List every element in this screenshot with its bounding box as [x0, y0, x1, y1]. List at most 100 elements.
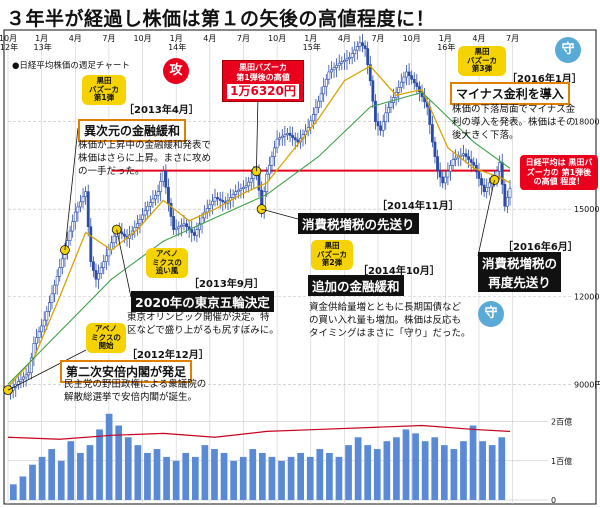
candle-body	[482, 184, 486, 192]
x-tick-label: 7月	[237, 34, 250, 43]
candle-body	[247, 181, 251, 187]
x-tick-year-label: 16年	[437, 42, 455, 52]
candle-body	[120, 231, 124, 235]
candle-body	[135, 223, 139, 228]
peak-callout-title: 黒田バズーカ 第1弾後の高値	[236, 63, 290, 82]
candle-body	[397, 86, 401, 93]
candle-body	[348, 57, 351, 60]
volume-bar	[326, 452, 333, 500]
candle-body	[205, 208, 209, 213]
volume-bars	[10, 413, 506, 500]
x-tick-label: 7月	[371, 34, 384, 43]
candle-body	[317, 100, 320, 109]
candle-body	[185, 223, 188, 227]
candle-body	[179, 224, 183, 227]
candle-body	[267, 165, 271, 175]
candle-body	[286, 132, 289, 136]
candle-body	[53, 284, 56, 295]
callout-leader	[261, 208, 299, 220]
candle-body	[71, 221, 75, 232]
candle-body	[37, 331, 41, 338]
volume-bar	[201, 445, 209, 500]
candle-body	[141, 214, 144, 220]
candle-body	[174, 227, 178, 230]
candle-body	[164, 170, 168, 188]
volume-bar	[364, 445, 372, 500]
candle-body	[381, 121, 385, 131]
candle-body	[270, 156, 274, 166]
y-tick-label: 12000円	[574, 293, 600, 302]
candle-body	[242, 186, 245, 190]
volume-bar	[354, 437, 362, 500]
x-tick-label: 10月	[268, 34, 286, 43]
candle-body	[148, 202, 152, 207]
candle-body	[27, 372, 31, 376]
candle-body	[50, 293, 54, 303]
volume-bar	[488, 445, 496, 500]
volume-bar	[77, 452, 84, 500]
event-6-note: 株価の下落局面でマイナス金 利の導入を発表。株価はその 後大きく下落。	[452, 104, 576, 141]
volume-bar	[306, 456, 314, 500]
x-tick-year-label: 12年	[0, 42, 18, 52]
candle-body	[459, 154, 463, 157]
callout-leader	[477, 179, 495, 257]
event-5-note: 資金供給量増とともに長期国債など の買い入れ量も増加。株価は反応も タイミングは…	[309, 302, 471, 339]
volume-bar	[96, 429, 103, 500]
volume-bar	[498, 437, 506, 500]
candle-body	[236, 189, 240, 192]
candle-body	[216, 197, 219, 200]
candle-body	[84, 191, 88, 198]
candle-body	[29, 357, 33, 373]
candle-body	[68, 230, 72, 241]
volume-bar	[115, 425, 123, 500]
event-7-title: 消費税増税の 再度先送り	[478, 252, 562, 292]
candle-body	[366, 48, 370, 65]
volume-bar	[182, 452, 190, 500]
volume-bar	[460, 441, 467, 500]
volume-tick-label: 1百億	[551, 456, 572, 466]
volume-bar	[316, 449, 324, 500]
event-1-date: ［2012年12月］	[127, 350, 209, 361]
moving-average-line	[7, 65, 511, 388]
candle-body	[462, 153, 465, 156]
x-tick-label: 1月	[170, 34, 183, 43]
candle-body	[112, 235, 116, 244]
volume-bar	[67, 441, 75, 500]
candle-body	[389, 102, 393, 109]
candle-body	[48, 302, 51, 312]
candle-body	[469, 159, 473, 163]
candle-body	[156, 191, 160, 196]
x-tick-label: 4月	[472, 34, 485, 43]
x-tick-year-label: 14年	[168, 42, 186, 52]
peak-callout-value: 1万6320円	[227, 84, 299, 99]
candle-body	[451, 159, 455, 166]
price-series	[3, 34, 512, 440]
candle-body	[337, 62, 341, 66]
candle-body	[182, 223, 186, 226]
candle-body	[441, 176, 445, 184]
candle-body	[177, 226, 181, 229]
volume-tick-label: 0	[551, 496, 556, 505]
volume-bar	[191, 456, 199, 500]
volume-bar	[29, 464, 36, 500]
candle-body	[438, 170, 442, 178]
candle-body	[283, 134, 287, 137]
event-1-note: 民主党の野田政権による衆議院の 解散総選挙で安倍内閣が誕生。	[64, 379, 207, 403]
candle-body	[355, 46, 359, 51]
candle-body	[487, 182, 491, 188]
candle-body	[154, 194, 157, 200]
chart-legend: ●日経平均株価の週足チャート	[12, 61, 130, 71]
candle-body	[19, 378, 23, 382]
candle-body	[16, 381, 20, 385]
candle-body	[358, 42, 362, 47]
candle-body	[55, 276, 59, 286]
candle-body	[376, 121, 380, 127]
candle-body	[195, 229, 199, 236]
candle-body	[45, 311, 49, 321]
event-2-note: 株価が上昇中の金融緩和発表で 株価はさらに上昇。まさに攻め の一手だった。	[78, 140, 212, 177]
candle-body	[371, 80, 375, 102]
event-2-badge: 黒田 バズーカ 第1弾	[82, 75, 126, 105]
y-tick-label: 9000円	[574, 380, 600, 389]
candle-body	[498, 162, 502, 172]
